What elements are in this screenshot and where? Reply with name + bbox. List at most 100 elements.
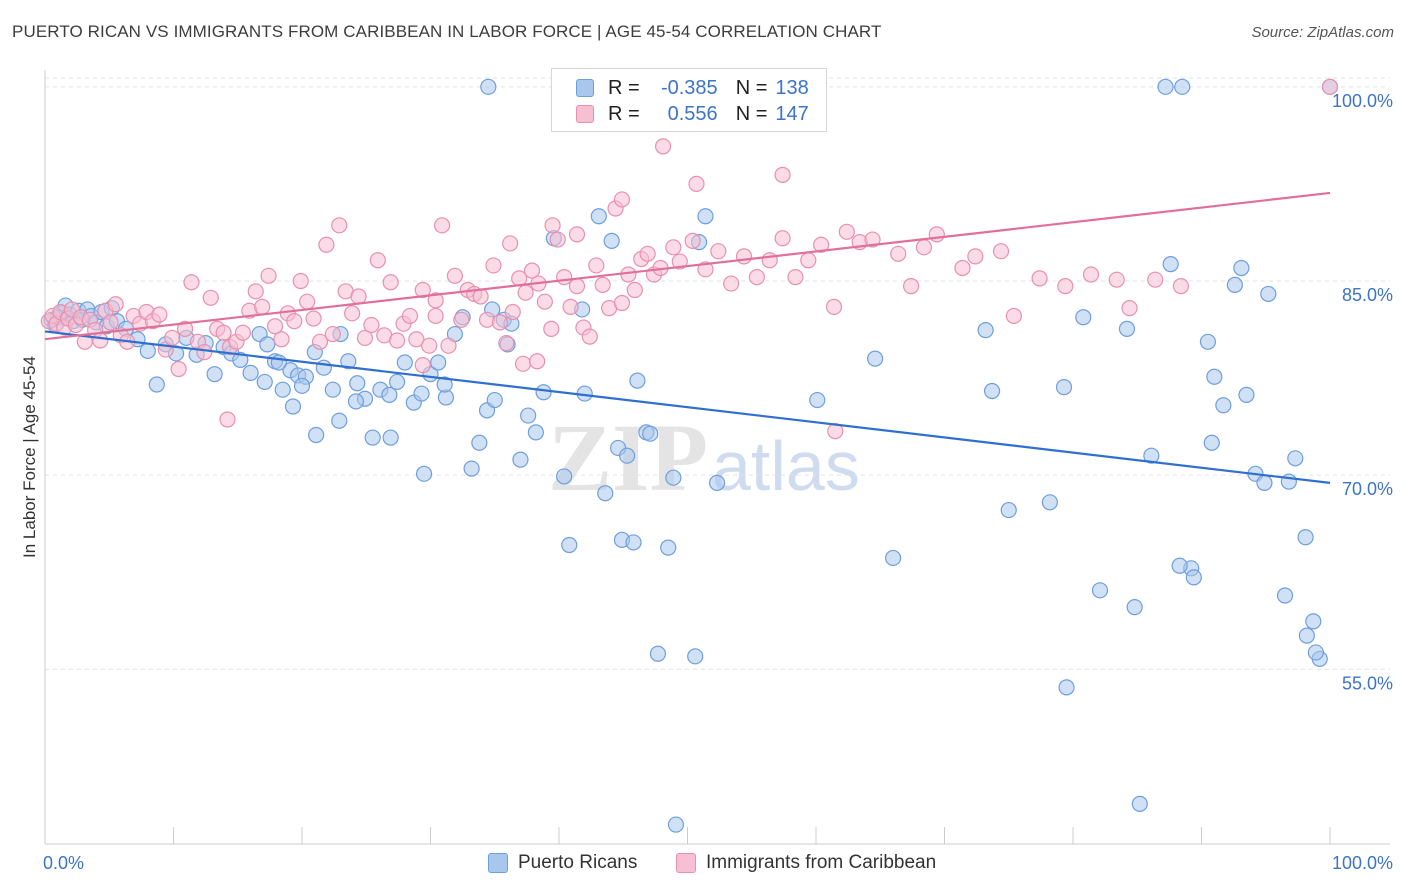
point-puerto-ricans — [436, 376, 453, 393]
point-immigrants — [107, 296, 124, 313]
point-immigrants — [787, 268, 804, 286]
point-puerto-ricans — [382, 429, 399, 446]
point-immigrants — [176, 320, 194, 337]
point-immigrants — [215, 324, 232, 341]
point-immigrants — [286, 312, 303, 330]
point-immigrants — [498, 335, 515, 352]
y-tick-label: 55.0% — [1342, 673, 1393, 693]
point-puerto-ricans — [471, 434, 488, 451]
point-puerto-ricans — [603, 232, 620, 249]
point-puerto-ricans — [1276, 587, 1294, 604]
point-puerto-ricans — [259, 336, 276, 353]
point-immigrants — [260, 267, 277, 284]
x-tick-label: 100.0% — [1332, 853, 1393, 873]
point-puerto-ricans — [463, 460, 480, 477]
point-puerto-ricans — [293, 377, 311, 394]
y-tick-label: 85.0% — [1342, 285, 1393, 305]
point-immigrants — [292, 272, 309, 290]
r-label: R = — [608, 102, 640, 125]
point-immigrants — [639, 245, 656, 262]
point-puerto-ricans — [1298, 627, 1315, 644]
point-immigrants — [408, 331, 425, 348]
point-puerto-ricans — [1203, 434, 1220, 451]
point-immigrants — [671, 253, 688, 270]
y-tick-label: 70.0% — [1342, 479, 1393, 499]
stats-legend-row-puerto-ricans: R = -0.385 N = 138 — [576, 76, 809, 100]
r-value: -0.385 — [660, 76, 718, 99]
point-puerto-ricans — [1058, 679, 1075, 696]
y-axis-label: In Labor Force | Age 45-54 — [20, 356, 39, 558]
n-label: N = — [735, 76, 768, 99]
point-puerto-ricans — [1185, 569, 1202, 586]
point-puerto-ricans — [324, 381, 341, 398]
point-puerto-ricans — [1233, 259, 1250, 277]
point-puerto-ricans — [1297, 529, 1314, 546]
point-immigrants — [549, 231, 566, 248]
point-immigrants — [414, 281, 431, 299]
bottom-legend: Puerto Ricans Immigrants from Caribbean — [0, 852, 1406, 876]
point-immigrants — [543, 320, 560, 337]
point-puerto-ricans — [527, 424, 544, 441]
point-puerto-ricans — [1171, 557, 1188, 574]
point-puerto-ricans — [331, 412, 348, 429]
point-immigrants — [588, 257, 605, 274]
point-puerto-ricans — [590, 208, 607, 225]
point-puerto-ricans — [1000, 501, 1017, 519]
point-immigrants — [440, 337, 457, 354]
point-immigrants — [562, 298, 579, 315]
point-immigrants — [414, 357, 431, 374]
point-immigrants — [382, 274, 399, 291]
point-puerto-ricans — [1174, 78, 1191, 95]
point-puerto-ricans — [415, 465, 433, 482]
source-label: Source: ZipAtlas.com — [1251, 24, 1394, 41]
stats-legend: R = -0.385 N = 138 R = 0.556 N = 147 — [551, 68, 827, 132]
point-immigrants — [613, 191, 631, 208]
point-immigrants — [234, 324, 251, 341]
point-immigrants — [502, 235, 519, 252]
point-puerto-ricans — [1238, 386, 1255, 403]
point-immigrants — [774, 166, 791, 183]
point-immigrants — [825, 298, 843, 315]
point-puerto-ricans — [1126, 599, 1143, 616]
point-immigrants — [514, 355, 532, 372]
point-immigrants — [433, 217, 451, 234]
legend-item-puerto-ricans[interactable]: Puerto Ricans — [488, 852, 637, 874]
point-immigrants — [266, 318, 284, 335]
point-puerto-ricans — [867, 350, 884, 367]
point-puerto-ricans — [687, 648, 704, 665]
r-value: 0.556 — [667, 102, 718, 125]
point-puerto-ricans — [396, 354, 413, 371]
point-immigrants — [504, 303, 521, 321]
point-puerto-ricans — [1260, 285, 1277, 303]
chart-title: PUERTO RICAN VS IMMIGRANTS FROM CARIBBEA… — [12, 22, 882, 41]
point-immigrants — [626, 281, 643, 299]
point-puerto-ricans — [480, 78, 497, 95]
point-immigrants — [1057, 278, 1074, 295]
point-puerto-ricans — [242, 364, 259, 381]
point-puerto-ricans — [667, 816, 685, 833]
point-immigrants — [761, 252, 778, 269]
point-puerto-ricans — [270, 354, 287, 371]
n-value: 138 — [775, 76, 809, 99]
point-puerto-ricans — [349, 375, 366, 392]
point-puerto-ricans — [206, 366, 223, 383]
point-puerto-ricans — [274, 381, 291, 398]
point-puerto-ricans — [1287, 450, 1304, 467]
point-puerto-ricans — [708, 474, 726, 491]
point-immigrants — [1108, 271, 1125, 288]
legend-item-immigrants[interactable]: Immigrants from Caribbean — [676, 852, 936, 874]
point-puerto-ricans — [619, 447, 636, 464]
point-puerto-ricans — [1256, 474, 1273, 491]
point-immigrants — [356, 329, 374, 347]
point-immigrants — [305, 310, 322, 327]
point-puerto-ricans — [148, 376, 165, 393]
point-immigrants — [594, 276, 611, 293]
point-puerto-ricans — [512, 451, 529, 468]
point-puerto-ricans — [347, 393, 365, 410]
point-immigrants — [453, 311, 470, 328]
point-puerto-ricans — [308, 426, 325, 444]
point-immigrants — [915, 239, 933, 256]
point-puerto-ricans — [649, 645, 667, 662]
point-puerto-ricans — [486, 391, 503, 409]
